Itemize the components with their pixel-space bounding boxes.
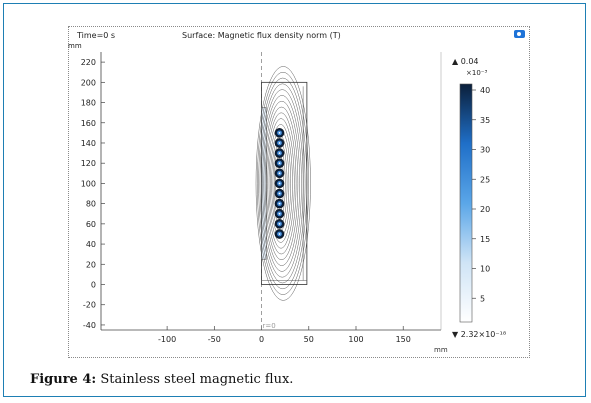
colorbar-tick-label: 40 (480, 86, 490, 95)
field-line (255, 66, 311, 301)
y-tick-label: 100 (81, 179, 96, 188)
y-tick-label: 60 (86, 220, 96, 229)
y-tick-label: 0 (91, 281, 96, 290)
y-tick-label: 140 (81, 139, 96, 148)
x-tick-label: -100 (158, 335, 176, 344)
camera-icon[interactable] (514, 30, 525, 38)
coil-turn-center (278, 172, 281, 175)
x-tick-label: 0 (259, 335, 264, 344)
y-tick-label: 40 (86, 240, 96, 249)
coil-turn-center (278, 212, 281, 215)
colorbar-min-label: ▼ 2.32×10⁻¹⁸ (452, 330, 506, 339)
coil-turns (274, 128, 285, 239)
x-tick-label: 50 (304, 335, 314, 344)
y-tick-label: 220 (81, 58, 96, 67)
y-tick-label: -20 (83, 301, 96, 310)
colorbar-max-label: ▲ 0.04 (452, 57, 479, 66)
colorbar-ticks: 5 10 15 20 25 30 35 40 (472, 86, 490, 303)
coil-turn-center (278, 222, 281, 225)
time-label: Time=0 s (77, 31, 116, 40)
caption-label: Figure 4: (30, 372, 97, 387)
field-line (268, 124, 293, 243)
colorbar-multiplier: ×10⁻³ (466, 69, 487, 77)
coil-turn-center (278, 202, 281, 205)
field-line (260, 89, 304, 278)
y-unit-label: mm (68, 42, 82, 50)
colorbar-tick-label: 25 (480, 175, 490, 184)
axis-symmetry-label: r=0 (263, 322, 276, 330)
coil-turn-center (278, 131, 281, 134)
y-tick-label: 80 (86, 200, 96, 209)
caption-text: Stainless steel magnetic flux. (96, 372, 294, 387)
figure-caption: Figure 4: Stainless steel magnetic flux. (30, 372, 293, 387)
coil-turn-center (278, 152, 281, 154)
coil-turn-center (278, 142, 281, 144)
x-unit-label: mm (434, 346, 448, 354)
figure-frame: Time=0 s Surface: Magnetic flux density … (3, 3, 586, 397)
coil-turn-center (278, 162, 281, 165)
coil-turn-center (278, 192, 281, 195)
y-tick-label: 120 (81, 159, 96, 168)
x-tick-label: -50 (208, 335, 221, 344)
colorbar (459, 83, 473, 323)
colorbar-tick-label: 10 (480, 265, 490, 274)
colorbar-tick-label: 35 (480, 116, 490, 125)
field-line (257, 71, 309, 295)
x-ticks: -100 -50 0 50 100 150 (158, 326, 411, 344)
x-tick-label: 100 (348, 335, 363, 344)
plot-title: Surface: Magnetic flux density norm (T) (182, 31, 341, 40)
field-line (264, 106, 299, 261)
coil-turn-center (278, 182, 281, 185)
colorbar-tick-label: 15 (480, 235, 490, 244)
colorbar-tick-label: 20 (480, 205, 490, 214)
field-line (266, 112, 297, 255)
field-line (258, 77, 308, 290)
field-line (263, 100, 300, 266)
y-ticks: -40 -20 0 20 40 60 80 100 120 140 160 180 200 220 (81, 58, 105, 330)
x-tick-label: 150 (396, 335, 411, 344)
y-tick-label: 200 (81, 78, 96, 87)
field-line (267, 118, 295, 249)
y-tick-label: -40 (83, 321, 96, 330)
coil-turn-center (278, 233, 281, 235)
y-tick-label: 160 (81, 119, 96, 128)
field-line (259, 83, 306, 284)
colorbar-tick-label: 30 (480, 146, 490, 155)
colorbar-tick-label: 5 (480, 294, 485, 303)
y-tick-label: 20 (86, 260, 96, 269)
field-line (262, 95, 302, 272)
y-tick-label: 180 (81, 99, 96, 108)
